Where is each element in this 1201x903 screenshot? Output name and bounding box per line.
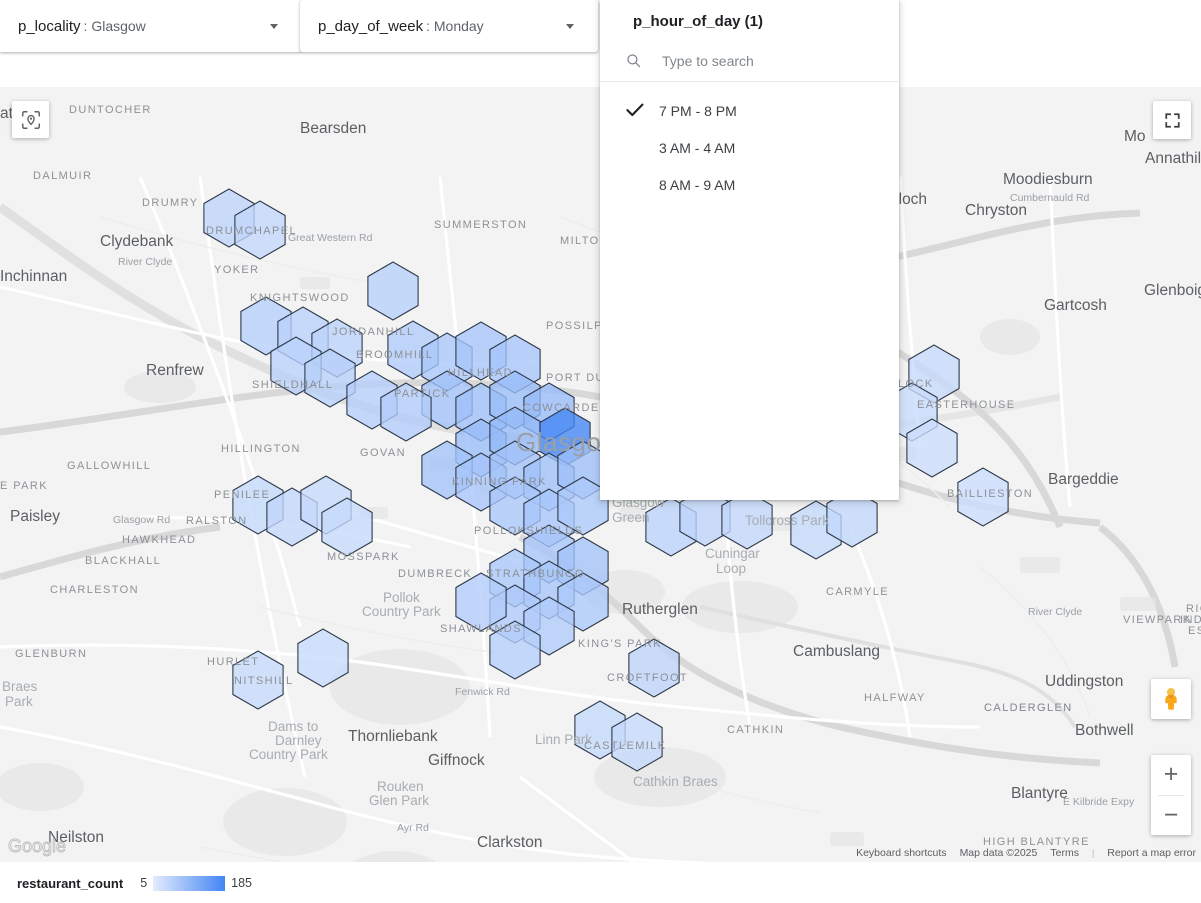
google-logo: Google	[8, 835, 74, 857]
report-map-error-link[interactable]: Report a map error	[1107, 847, 1196, 859]
map-legend: restaurant_count 5 185	[0, 862, 1201, 903]
recenter-map-button[interactable]	[12, 101, 49, 138]
legend-max-value: 185	[231, 876, 253, 890]
dropdown-option-label: 8 AM - 9 AM	[659, 176, 736, 193]
filter-dropdown-hour-of-day[interactable]: p_hour_of_day (1) 7 PM - 8 PM 3 AM - 4 AM…	[600, 0, 899, 500]
hexbin-cell[interactable]	[367, 261, 419, 321]
dropdown-option-list[interactable]: 7 PM - 8 PM 3 AM - 4 AM 8 AM - 9 AM	[600, 82, 899, 203]
hexbin-cell[interactable]	[906, 418, 958, 478]
chevron-down-icon[interactable]	[566, 24, 574, 29]
hexbin-cell[interactable]	[557, 476, 609, 536]
dropdown-option-label: 7 PM - 8 PM	[659, 102, 737, 119]
hexbin-cell[interactable]	[380, 382, 432, 442]
hexbin-cell[interactable]	[489, 620, 541, 680]
map-attribution: Keyboard shortcuts Map data ©2025 Terms …	[856, 847, 1201, 859]
street-view-pegman-button[interactable]	[1151, 679, 1191, 719]
search-icon	[627, 54, 641, 68]
street-view-pegman-icon	[1165, 688, 1177, 710]
filter-key-day-of-week: p_day_of_week	[318, 17, 424, 35]
filter-value-locality: : Glasgow	[83, 18, 146, 34]
zoom-in-button[interactable]: +	[1163, 760, 1179, 789]
filter-key-locality: p_locality	[18, 17, 81, 35]
chevron-down-icon[interactable]	[270, 24, 278, 29]
legend-title: restaurant_count	[17, 875, 124, 891]
terms-link[interactable]: Terms	[1050, 847, 1079, 859]
hexbin-cell[interactable]	[455, 572, 507, 632]
zoom-divider	[1158, 794, 1184, 796]
map-data-copyright: Map data ©2025	[959, 847, 1038, 859]
hexbin-cell[interactable]	[232, 650, 284, 710]
hexbin-data-layer[interactable]	[0, 87, 1201, 862]
filter-value-day-of-week: : Monday	[426, 18, 484, 34]
keyboard-shortcuts-link[interactable]: Keyboard shortcuts	[856, 847, 947, 859]
dropdown-option-label: 3 AM - 4 AM	[659, 139, 736, 156]
hexbin-cell[interactable]	[321, 497, 373, 557]
dropdown-option[interactable]: 7 PM - 8 PM	[600, 92, 899, 129]
google-wordmark-icon: Google	[8, 836, 66, 857]
legend-color-gradient	[153, 875, 226, 891]
hexbin-cell[interactable]	[234, 200, 286, 260]
check-icon	[626, 103, 650, 119]
dropdown-option[interactable]: 3 AM - 4 AM	[600, 129, 899, 166]
dropdown-option[interactable]: 8 AM - 9 AM	[600, 166, 899, 203]
attribution-separator: |	[1091, 848, 1095, 858]
filter-chip-locality[interactable]: p_locality : Glasgow	[0, 0, 302, 52]
fullscreen-button[interactable]	[1153, 101, 1191, 139]
hexbin-cell[interactable]	[297, 628, 349, 688]
fullscreen-icon	[1164, 112, 1180, 128]
locate-pin-icon	[21, 110, 40, 129]
filter-chip-day-of-week[interactable]: p_day_of_week : Monday	[300, 0, 598, 52]
zoom-out-button[interactable]: −	[1163, 800, 1179, 829]
dropdown-title: p_hour_of_day (1)	[633, 13, 764, 30]
dropdown-search-input[interactable]	[662, 52, 862, 69]
dropdown-search-row[interactable]	[600, 40, 899, 82]
zoom-controls[interactable]: + −	[1151, 755, 1191, 835]
hexbin-cell[interactable]	[628, 638, 680, 698]
check-icon-empty	[626, 177, 650, 193]
hexbin-cell[interactable]	[611, 712, 663, 772]
hexbin-cell[interactable]	[957, 467, 1009, 527]
svg-text:Google: Google	[8, 836, 66, 856]
legend-min-value: 5	[140, 876, 148, 890]
check-icon-empty	[626, 140, 650, 156]
